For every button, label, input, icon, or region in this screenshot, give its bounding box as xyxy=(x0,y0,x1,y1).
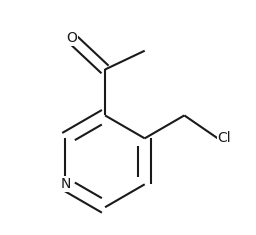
Text: Cl: Cl xyxy=(218,131,231,145)
Text: N: N xyxy=(60,177,71,191)
Text: O: O xyxy=(66,31,77,45)
